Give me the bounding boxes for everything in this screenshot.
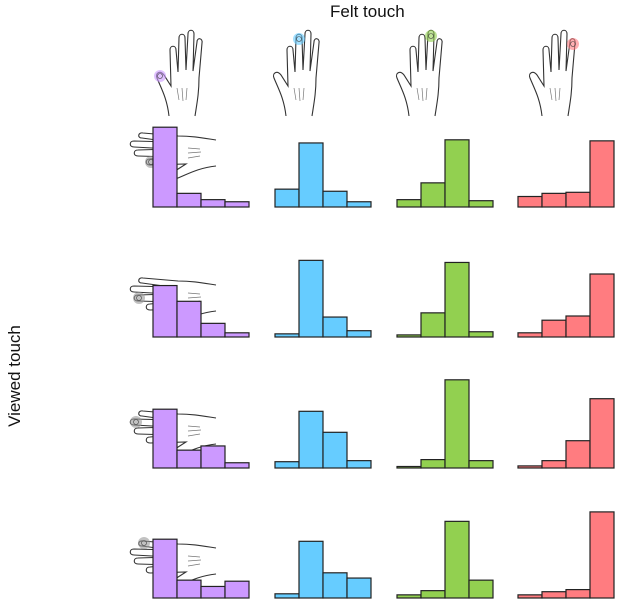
panel-r3-c4 — [517, 398, 615, 469]
bar — [298, 259, 324, 338]
touch-marker — [425, 30, 437, 42]
bar — [589, 273, 615, 338]
bar — [396, 199, 422, 208]
bar — [444, 139, 470, 208]
bar — [224, 201, 250, 208]
panel-r3-c2 — [274, 410, 372, 469]
bar — [152, 538, 178, 599]
bar — [589, 140, 615, 208]
touch-marker — [154, 70, 166, 82]
bar — [396, 465, 422, 469]
bar — [468, 200, 494, 208]
bar — [152, 126, 178, 208]
panel-r1-c3 — [396, 139, 494, 208]
bar — [541, 591, 567, 599]
felt-hand-3 — [396, 29, 443, 117]
bar — [444, 261, 470, 338]
bar — [224, 332, 250, 338]
bar — [420, 590, 446, 599]
bar — [589, 398, 615, 469]
bar — [274, 188, 300, 208]
bar — [346, 201, 372, 208]
bar — [541, 192, 567, 208]
panel-r2-c3 — [396, 261, 494, 338]
panel-r1-c4 — [517, 140, 615, 208]
bar — [589, 511, 615, 599]
bar — [176, 449, 202, 469]
column-title: Felt touch — [330, 2, 405, 21]
panel-r3-c1 — [152, 408, 250, 469]
bar — [541, 460, 567, 469]
bar — [176, 192, 202, 208]
panel-r4-c4 — [517, 511, 615, 599]
bar — [152, 408, 178, 469]
bar — [274, 593, 300, 599]
panel-r2-c4 — [517, 273, 615, 338]
bar — [224, 462, 250, 469]
bar — [444, 520, 470, 599]
panel-r1-c2 — [274, 142, 372, 208]
bar — [346, 577, 372, 599]
bar — [322, 316, 348, 338]
felt-hand-2 — [273, 29, 320, 117]
bar — [274, 461, 300, 469]
bar — [346, 330, 372, 338]
bar — [565, 588, 591, 599]
bar — [468, 460, 494, 469]
bar — [517, 332, 543, 338]
bar — [200, 585, 226, 599]
bar — [420, 182, 446, 208]
bar — [468, 579, 494, 599]
felt-hand-1 — [154, 29, 203, 117]
bar — [420, 459, 446, 469]
bar — [298, 410, 324, 469]
bar — [541, 319, 567, 338]
felt-hand-4 — [529, 29, 579, 117]
bar — [396, 334, 422, 338]
bar — [346, 460, 372, 469]
bar — [200, 445, 226, 469]
panel-r2-c2 — [274, 259, 372, 338]
panel-r4-c2 — [274, 540, 372, 599]
bar — [565, 440, 591, 469]
bar — [322, 190, 348, 208]
touch-marker — [567, 38, 579, 50]
bar — [517, 465, 543, 469]
bar — [176, 579, 202, 599]
bar — [444, 379, 470, 469]
panel-r4-c1 — [152, 538, 250, 599]
panel-r3-c3 — [396, 379, 494, 469]
bar — [274, 333, 300, 338]
touch-marker — [130, 416, 142, 428]
bar — [396, 594, 422, 599]
bar — [517, 594, 543, 599]
bar — [565, 191, 591, 208]
bar — [176, 300, 202, 338]
bar — [322, 572, 348, 599]
bar — [298, 142, 324, 208]
bar — [468, 331, 494, 338]
bar — [322, 431, 348, 469]
bar — [152, 284, 178, 338]
bar — [200, 199, 226, 208]
panel-r2-c1 — [152, 284, 250, 338]
panel-r1-c1 — [152, 126, 250, 208]
panel-r4-c3 — [396, 520, 494, 599]
bar — [517, 195, 543, 208]
touch-marker — [293, 33, 305, 45]
bar — [420, 312, 446, 338]
touch-marker — [133, 292, 145, 304]
bar — [224, 580, 250, 599]
bar — [565, 315, 591, 338]
bar — [200, 322, 226, 338]
bar — [298, 540, 324, 599]
touch-marker — [138, 537, 150, 549]
